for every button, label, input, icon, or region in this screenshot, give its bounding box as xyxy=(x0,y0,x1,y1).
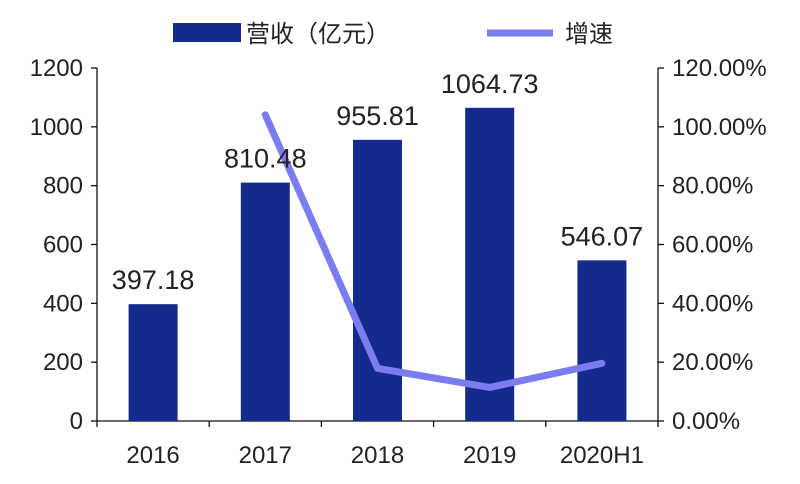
right-tick-label: 100.00% xyxy=(672,114,767,141)
left-tick-label: 0 xyxy=(70,408,83,435)
right-tick-label: 80.00% xyxy=(672,173,753,200)
bar xyxy=(577,260,627,421)
bar-data-label: 397.18 xyxy=(112,265,195,295)
bar-data-label: 1064.73 xyxy=(441,69,539,99)
left-tick-label: 600 xyxy=(43,232,83,259)
bar-data-label: 810.48 xyxy=(224,144,307,174)
line-series xyxy=(261,111,606,391)
right-tick-label: 120.00% xyxy=(672,55,767,82)
axes: 0 200 400 600 800 1000 1200 0.00% 20.00% 40.00% 60… xyxy=(30,55,767,469)
legend-label-growth: 增速 xyxy=(565,20,613,48)
bar xyxy=(465,107,515,421)
x-tick-label: 2016 xyxy=(126,442,179,469)
left-tick-label: 400 xyxy=(43,290,83,317)
legend-swatch-revenue xyxy=(173,23,241,42)
x-tick-label: 2019 xyxy=(463,442,516,469)
data-labels: 397.18 810.48 955.81 1064.73 546.07 xyxy=(112,69,643,295)
bar xyxy=(240,182,290,421)
x-tick-label: 2020H1 xyxy=(560,442,644,469)
legend-label-revenue: 营收（亿元） xyxy=(246,20,390,48)
x-tick-label: 2018 xyxy=(351,442,404,469)
bar xyxy=(128,304,178,421)
left-tick-label: 200 xyxy=(43,349,83,376)
right-tick-label: 20.00% xyxy=(672,349,753,376)
right-tick-label: 0.00% xyxy=(672,408,740,435)
legend: 营收（亿元） 增速 xyxy=(173,20,613,48)
bar-data-label: 546.07 xyxy=(561,221,644,251)
x-tick-label: 2017 xyxy=(239,442,292,469)
right-tick-label: 60.00% xyxy=(672,232,753,259)
growth-line xyxy=(261,111,606,391)
left-tick-label: 1200 xyxy=(30,55,83,82)
bar xyxy=(353,139,402,421)
bar-series xyxy=(128,107,627,421)
bar-data-label: 955.81 xyxy=(336,101,419,131)
right-tick-label: 40.00% xyxy=(672,290,753,317)
left-tick-label: 1000 xyxy=(30,114,83,141)
left-tick-label: 800 xyxy=(43,173,83,200)
